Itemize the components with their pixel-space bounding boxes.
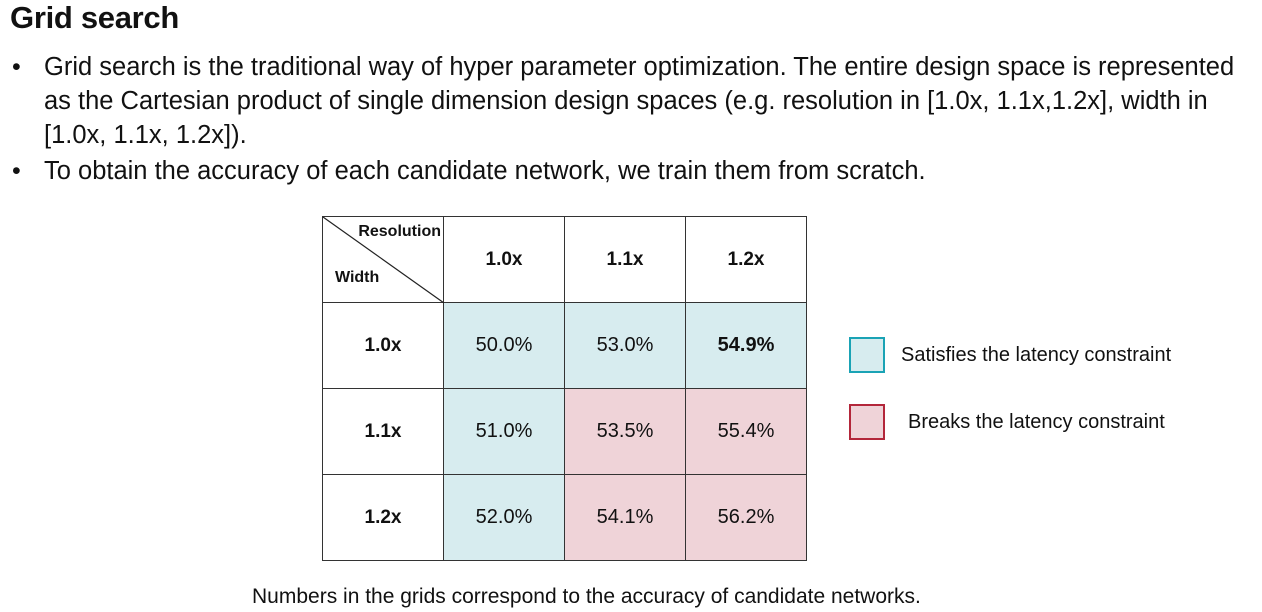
- table-header-row: Resolution Width 1.0x 1.1x 1.2x: [322, 216, 807, 303]
- table-cell: 51.0%: [443, 388, 565, 475]
- table-cell-best: 54.9%: [685, 302, 807, 389]
- table-cell: 52.0%: [443, 474, 565, 561]
- table-row: 1.2x 52.0% 54.1% 56.2%: [322, 474, 807, 561]
- table-cell: 56.2%: [685, 474, 807, 561]
- bullet-item: • To obtain the accuracy of each candida…: [0, 154, 1262, 188]
- bullet-item: • Grid search is the traditional way of …: [0, 50, 1262, 152]
- table-cell: 55.4%: [685, 388, 807, 475]
- legend-swatch-breaks: [849, 404, 885, 440]
- bullet-text: Grid search is the traditional way of hy…: [44, 53, 1235, 149]
- table-corner-cell: Resolution Width: [322, 216, 444, 303]
- legend-swatch-satisfies: [849, 337, 885, 373]
- legend-label: Satisfies the latency constraint: [901, 344, 1172, 366]
- column-header: 1.2x: [685, 216, 807, 303]
- column-axis-label: Resolution: [358, 223, 441, 240]
- table-cell: 50.0%: [443, 302, 565, 389]
- table-cell: 53.0%: [564, 302, 686, 389]
- table-cell: 53.5%: [564, 388, 686, 475]
- bullet-text: To obtain the accuracy of each candidate…: [44, 157, 926, 185]
- row-header: 1.1x: [322, 388, 444, 475]
- legend-label: Breaks the latency constraint: [908, 411, 1165, 433]
- bullet-dot-icon: •: [12, 53, 21, 81]
- column-header: 1.0x: [443, 216, 565, 303]
- table-row: 1.0x 50.0% 53.0% 54.9%: [322, 302, 807, 389]
- table-caption: Numbers in the grids correspond to the a…: [252, 585, 921, 608]
- row-axis-label: Width: [335, 269, 380, 286]
- column-header: 1.1x: [564, 216, 686, 303]
- row-header: 1.2x: [322, 474, 444, 561]
- table-row: 1.1x 51.0% 53.5% 55.4%: [322, 388, 807, 475]
- table-cell: 54.1%: [564, 474, 686, 561]
- row-header: 1.0x: [322, 302, 444, 389]
- bullet-list: • Grid search is the traditional way of …: [0, 50, 1262, 190]
- diagonal-divider: [323, 217, 444, 303]
- grid-search-table: Resolution Width 1.0x 1.1x 1.2x 1.0x 50.…: [322, 216, 807, 561]
- bullet-dot-icon: •: [12, 157, 21, 185]
- slide-title: Grid search: [10, 0, 180, 35]
